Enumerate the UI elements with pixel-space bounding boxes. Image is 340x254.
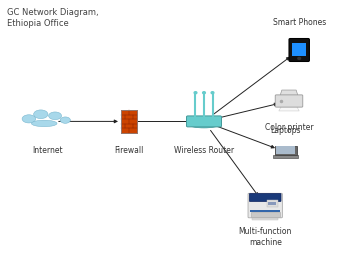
- Ellipse shape: [34, 110, 48, 119]
- Polygon shape: [280, 91, 298, 96]
- FancyBboxPatch shape: [121, 110, 137, 133]
- FancyBboxPatch shape: [268, 202, 276, 205]
- Circle shape: [194, 92, 197, 94]
- FancyBboxPatch shape: [252, 217, 278, 220]
- FancyBboxPatch shape: [251, 212, 280, 217]
- Ellipse shape: [32, 121, 57, 127]
- Ellipse shape: [190, 123, 218, 128]
- Ellipse shape: [49, 113, 62, 120]
- Text: GC Network Diagram,
Ethiopia Office: GC Network Diagram, Ethiopia Office: [7, 8, 98, 28]
- Polygon shape: [279, 107, 299, 112]
- FancyBboxPatch shape: [289, 39, 309, 62]
- FancyBboxPatch shape: [250, 211, 280, 212]
- FancyBboxPatch shape: [267, 200, 278, 207]
- FancyBboxPatch shape: [186, 116, 222, 127]
- FancyBboxPatch shape: [250, 194, 281, 202]
- FancyBboxPatch shape: [275, 96, 303, 108]
- FancyBboxPatch shape: [273, 155, 298, 158]
- Text: Smart Phones: Smart Phones: [273, 18, 326, 27]
- Ellipse shape: [60, 117, 70, 124]
- Text: Wireless Router: Wireless Router: [174, 145, 234, 154]
- Circle shape: [203, 92, 205, 94]
- FancyBboxPatch shape: [275, 146, 296, 155]
- Circle shape: [211, 92, 214, 94]
- Ellipse shape: [22, 115, 36, 123]
- Circle shape: [298, 58, 301, 60]
- FancyBboxPatch shape: [248, 194, 282, 218]
- FancyBboxPatch shape: [292, 43, 306, 56]
- Text: Firewall: Firewall: [115, 145, 144, 154]
- Text: Internet: Internet: [32, 145, 63, 154]
- Text: Color printer: Color printer: [265, 122, 313, 132]
- Text: Multi-function
machine: Multi-function machine: [239, 227, 292, 246]
- FancyBboxPatch shape: [276, 147, 295, 154]
- Text: Laptops: Laptops: [270, 125, 301, 134]
